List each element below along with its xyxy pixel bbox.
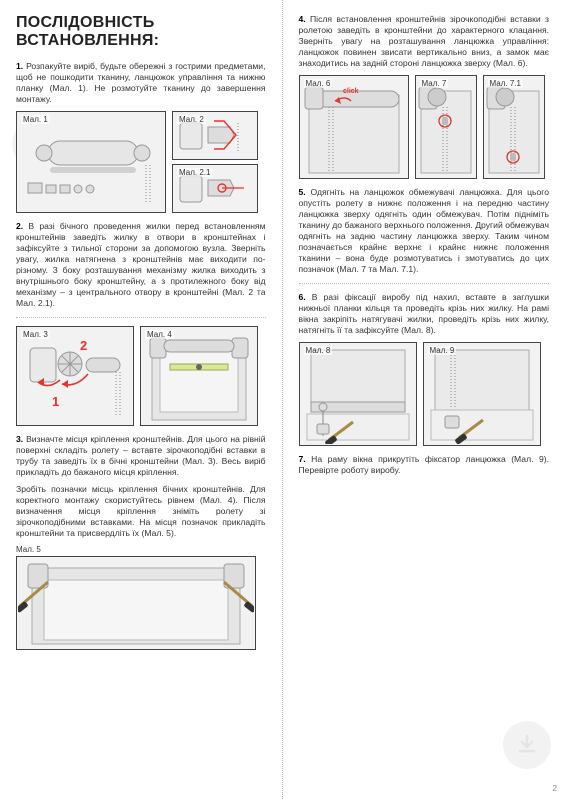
figure-3: Мал. 3 2 1 <box>16 326 134 426</box>
figure-6: Мал. 6 click <box>299 75 409 179</box>
step-5-text: Одягніть на ланцюжок обмежувачі ланцюжка… <box>299 187 550 274</box>
step-5: 5. Одягніть на ланцюжок обмежувачі ланцю… <box>299 187 550 275</box>
watermark-icon-2 <box>503 721 551 769</box>
step-4: 4. Після встановлення кронштейнів зірочк… <box>299 14 550 69</box>
divider-left <box>16 317 266 318</box>
figure-4-label: Мал. 4 <box>145 330 174 339</box>
figure-7: Мал. 7 <box>415 75 477 179</box>
click-text-svg: click <box>343 88 359 95</box>
figure-9: Мал. 9 <box>423 342 541 446</box>
page-root: ПОСЛІДОВНІСТЬ ВСТАНОВЛЕННЯ: 1. Розпакуйт… <box>0 0 565 799</box>
figure-8: Мал. 8 <box>299 342 417 446</box>
step-4-num: 4. <box>299 14 306 24</box>
figrow-8-9: Мал. 8 Мал. 9 <box>299 342 550 446</box>
step-1-text: Розпакуйте виріб, будьте обережні з гост… <box>16 61 266 104</box>
left-column: ПОСЛІДОВНІСТЬ ВСТАНОВЛЕННЯ: 1. Розпакуйт… <box>0 0 283 799</box>
figure-1: Мал. 1 <box>16 111 166 213</box>
figrow-1-2: Мал. 1 Мал. 2 <box>16 111 266 213</box>
figure-2-1-label: Мал. 2.1 <box>177 168 212 177</box>
figure-5 <box>16 556 256 650</box>
step-3a-text: Визначте місця кріплення кронштейнів. Дл… <box>16 434 266 477</box>
figure-2: Мал. 2 <box>172 111 258 160</box>
figcol-2: Мал. 2 Мал. 2.1 <box>172 111 258 213</box>
step-2: 2. В разі бічного проведення жилки перед… <box>16 221 266 309</box>
step-2-num: 2. <box>16 221 23 231</box>
main-title: ПОСЛІДОВНІСТЬ ВСТАНОВЛЕННЯ: <box>16 14 266 51</box>
figure-2-label: Мал. 2 <box>177 115 206 124</box>
figure-9-label: Мал. 9 <box>428 346 457 355</box>
step-3b-text: Зробіть позначки місць кріплення бічних … <box>16 484 266 538</box>
step-2-text: В разі бічного проведення жилки перед вс… <box>16 221 266 308</box>
step-7-num: 7. <box>299 454 306 464</box>
step-1-num: 1. <box>16 61 23 71</box>
step-3a: 3. Визначте місця кріплення кронштейнів.… <box>16 434 266 478</box>
step-3-num: 3. <box>16 434 23 444</box>
figure-7-1-label: Мал. 7.1 <box>488 79 523 88</box>
svg-text:2: 2 <box>80 338 87 353</box>
figrow-6-7: Мал. 6 click Мал. 7 <box>299 75 550 179</box>
step-7-text: На раму вікна прикрутіть фіксатор ланцюж… <box>299 454 550 475</box>
step-3b: Зробіть позначки місць кріплення бічних … <box>16 484 266 539</box>
figure-3-label: Мал. 3 <box>21 330 50 339</box>
divider-right <box>299 283 550 284</box>
step-6-text: В разі фіксації виробу під нахил, вставт… <box>299 292 550 335</box>
figure-2-1: Мал. 2.1 <box>172 164 258 213</box>
step-4-text: Після встановлення кронштейнів зірочкопо… <box>299 14 550 68</box>
figure-7-label: Мал. 7 <box>420 79 449 88</box>
figure-8-label: Мал. 8 <box>304 346 333 355</box>
figure-6-label: Мал. 6 <box>304 79 333 88</box>
step-6: 6. В разі фіксації виробу під нахил, вст… <box>299 292 550 336</box>
right-column: 4. Після встановлення кронштейнів зірочк… <box>283 0 565 799</box>
figure-7-1: Мал. 7.1 <box>483 75 545 179</box>
step-5-num: 5. <box>299 187 306 197</box>
figure-1-label: Мал. 1 <box>21 115 50 124</box>
figrow-3-4: Мал. 3 2 1 Мал. 4 <box>16 326 266 426</box>
step-6-num: 6. <box>299 292 306 302</box>
step-1: 1. Розпакуйте виріб, будьте обережні з г… <box>16 61 266 105</box>
page-number: 2 <box>553 784 557 793</box>
step-7: 7. На раму вікна прикрутіть фіксатор лан… <box>299 454 550 476</box>
figure-4: Мал. 4 <box>140 326 258 426</box>
svg-text:1: 1 <box>52 394 59 409</box>
figure-5-label: Мал. 5 <box>16 545 266 554</box>
